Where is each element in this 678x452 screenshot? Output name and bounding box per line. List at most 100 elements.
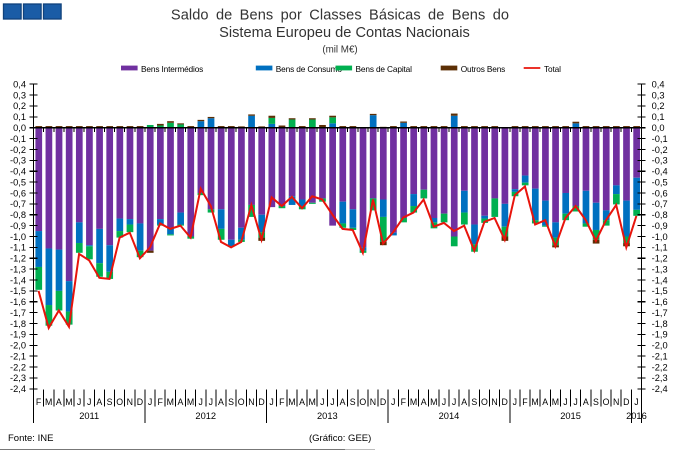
svg-text:-2,3: -2,3: [652, 373, 668, 383]
svg-text:F: F: [401, 397, 407, 407]
svg-text:J: J: [209, 397, 213, 407]
svg-text:J: J: [330, 397, 334, 407]
svg-text:J: J: [87, 397, 91, 407]
svg-text:0,4: 0,4: [13, 79, 26, 89]
svg-text:M: M: [45, 397, 52, 407]
svg-text:-0,6: -0,6: [10, 188, 26, 198]
svg-text:J: J: [269, 397, 273, 407]
svg-text:A: A: [56, 397, 62, 407]
svg-text:F: F: [522, 397, 528, 407]
svg-text:S: S: [350, 397, 356, 407]
svg-text:-1,7: -1,7: [652, 308, 668, 318]
svg-text:-1,9: -1,9: [652, 330, 668, 340]
svg-text:2014: 2014: [439, 411, 460, 421]
svg-text:J: J: [77, 397, 81, 407]
svg-text:-0,9: -0,9: [652, 221, 668, 231]
svg-text:S: S: [107, 397, 113, 407]
svg-text:0,2: 0,2: [13, 101, 26, 111]
svg-text:-0,5: -0,5: [652, 177, 668, 187]
svg-text:N: N: [613, 397, 619, 407]
svg-text:0,0: 0,0: [652, 123, 665, 133]
svg-text:M: M: [65, 397, 72, 407]
svg-text:-2,1: -2,1: [652, 351, 668, 361]
svg-text:-0,7: -0,7: [652, 199, 668, 209]
svg-text:N: N: [491, 397, 497, 407]
svg-text:D: D: [137, 397, 143, 407]
svg-text:-2,3: -2,3: [10, 373, 26, 383]
svg-text:-0,9: -0,9: [10, 221, 26, 231]
svg-text:-0,2: -0,2: [652, 145, 668, 155]
svg-text:-0,4: -0,4: [10, 167, 26, 177]
svg-text:N: N: [370, 397, 376, 407]
svg-text:A: A: [96, 397, 102, 407]
svg-text:J: J: [634, 397, 638, 407]
svg-text:-2,2: -2,2: [652, 362, 668, 372]
svg-text:J: J: [563, 397, 567, 407]
svg-text:-1,8: -1,8: [10, 319, 26, 329]
svg-text:2012: 2012: [195, 411, 216, 421]
svg-text:Total: Total: [544, 64, 561, 74]
svg-text:Saldo de Bens por Classes Bási: Saldo de Bens por Classes Básicas de Ben…: [171, 8, 509, 24]
svg-text:-0,7: -0,7: [10, 199, 26, 209]
svg-text:0,3: 0,3: [13, 90, 26, 100]
svg-text:Fonte: INE: Fonte: INE: [8, 433, 53, 444]
svg-text:-1,6: -1,6: [10, 297, 26, 307]
svg-text:M: M: [410, 397, 417, 407]
svg-text:A: A: [461, 397, 467, 407]
svg-text:-1,2: -1,2: [652, 254, 668, 264]
svg-text:2013: 2013: [317, 411, 338, 421]
svg-text:2015: 2015: [560, 411, 581, 421]
svg-text:D: D: [502, 397, 508, 407]
svg-text:Bens de Capital: Bens de Capital: [356, 64, 413, 74]
svg-text:S: S: [593, 397, 599, 407]
svg-text:J: J: [442, 397, 446, 407]
svg-text:J: J: [198, 397, 202, 407]
svg-text:2011: 2011: [79, 411, 99, 421]
svg-text:M: M: [288, 397, 295, 407]
svg-text:-1,4: -1,4: [652, 275, 668, 285]
svg-text:Bens de Consumo: Bens de Consumo: [276, 64, 343, 74]
svg-text:M: M: [187, 397, 194, 407]
svg-text:S: S: [471, 397, 477, 407]
svg-text:M: M: [430, 397, 437, 407]
svg-text:-0,8: -0,8: [652, 210, 668, 220]
svg-text:Outros Bens: Outros Bens: [461, 64, 505, 74]
svg-text:A: A: [421, 397, 427, 407]
svg-text:J: J: [452, 397, 456, 407]
svg-text:0,3: 0,3: [652, 90, 665, 100]
svg-text:-0,3: -0,3: [652, 156, 668, 166]
svg-text:O: O: [238, 397, 245, 407]
svg-text:O: O: [603, 397, 610, 407]
svg-text:J: J: [320, 397, 324, 407]
svg-text:-1,8: -1,8: [652, 319, 668, 329]
svg-text:O: O: [359, 397, 366, 407]
svg-text:A: A: [177, 397, 183, 407]
svg-text:0,0: 0,0: [13, 123, 26, 133]
svg-text:-1,5: -1,5: [10, 286, 26, 296]
svg-text:S: S: [228, 397, 234, 407]
svg-text:A: A: [340, 397, 346, 407]
svg-text:-1,6: -1,6: [652, 297, 668, 307]
svg-text:D: D: [380, 397, 386, 407]
svg-text:-1,3: -1,3: [652, 264, 668, 274]
svg-text:M: M: [552, 397, 559, 407]
svg-text:F: F: [279, 397, 285, 407]
svg-text:A: A: [299, 397, 305, 407]
svg-text:-0,1: -0,1: [652, 134, 668, 144]
svg-text:-0,5: -0,5: [10, 177, 26, 187]
svg-text:M: M: [309, 397, 316, 407]
svg-text:J: J: [573, 397, 577, 407]
svg-text:0,2: 0,2: [652, 101, 665, 111]
svg-text:-1,3: -1,3: [10, 264, 26, 274]
svg-text:-0,2: -0,2: [10, 145, 26, 155]
svg-text:J: J: [513, 397, 517, 407]
svg-text:-0,6: -0,6: [652, 188, 668, 198]
svg-text:Bens Intermédios: Bens Intermédios: [141, 64, 203, 74]
svg-text:-2,0: -2,0: [652, 341, 668, 351]
svg-text:A: A: [542, 397, 548, 407]
svg-text:N: N: [127, 397, 133, 407]
svg-text:0,1: 0,1: [13, 112, 26, 122]
svg-text:2016: 2016: [626, 411, 647, 421]
svg-text:-2,4: -2,4: [652, 384, 668, 394]
svg-text:N: N: [248, 397, 254, 407]
